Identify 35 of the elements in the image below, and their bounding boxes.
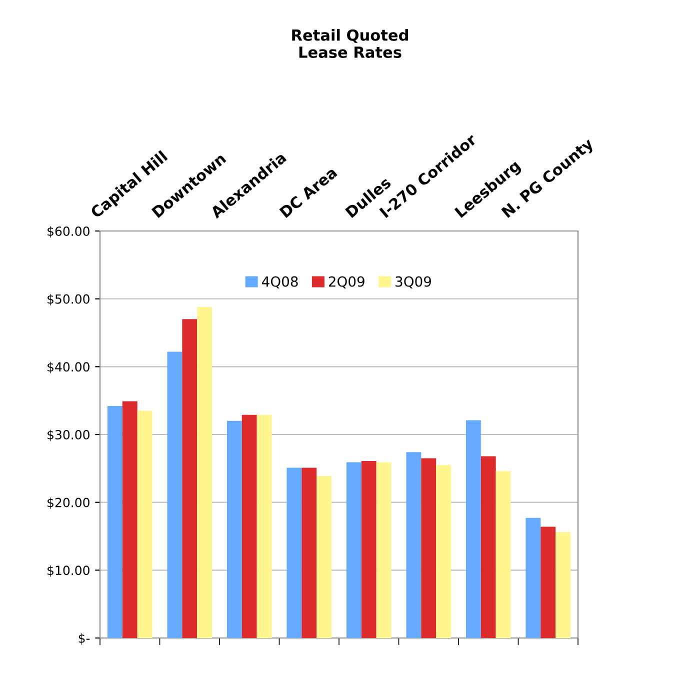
bar [316, 476, 332, 638]
chart-title: Retail Quoted Lease Rates [292, 29, 408, 58]
bar [226, 420, 242, 638]
bar [197, 306, 212, 638]
bar [167, 352, 182, 638]
y-tick-label: $20.00 [48, 498, 90, 509]
bar [556, 532, 571, 638]
bar [137, 410, 152, 638]
bar [496, 471, 511, 638]
y-tick-label: $50.00 [48, 294, 90, 306]
y-tick-label: $30.00 [48, 430, 90, 442]
legend-label: 4Q08 [262, 276, 298, 288]
bar [182, 319, 198, 638]
bar [242, 414, 257, 638]
y-tick-label: $40.00 [48, 362, 90, 374]
legend-label: 3Q09 [396, 276, 431, 288]
bar [526, 518, 541, 638]
bar [406, 452, 422, 638]
bar [540, 526, 556, 638]
bar [436, 465, 452, 638]
bar [107, 406, 122, 638]
y-tick-label: $- [78, 633, 90, 645]
bar [421, 458, 436, 638]
bar [361, 460, 376, 638]
bar [256, 414, 272, 638]
bar [346, 462, 362, 638]
bar [302, 468, 317, 638]
y-tick-label: $10.00 [48, 565, 90, 577]
bar [376, 462, 392, 638]
bar [466, 420, 481, 638]
legend-label: 2Q09 [328, 276, 364, 288]
bar [122, 401, 138, 638]
bar [480, 456, 496, 638]
y-tick-label: $60.00 [48, 226, 90, 238]
bar [286, 468, 302, 638]
